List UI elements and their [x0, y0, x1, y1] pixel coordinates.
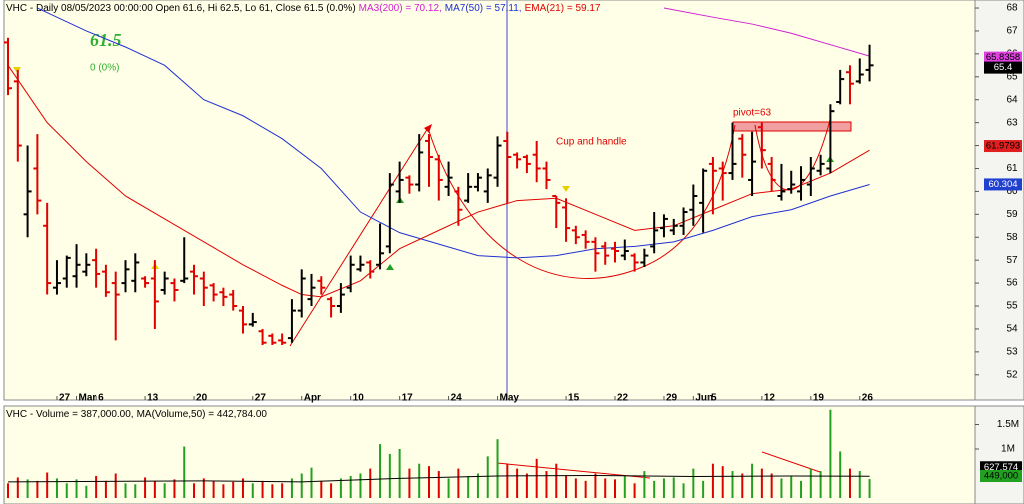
y-tick-label: 52 [1006, 369, 1018, 380]
price-marker-box [984, 178, 1022, 191]
volume-ma-line [8, 474, 870, 483]
volume-y-tick-label: 1.5M [997, 419, 1019, 430]
moving-average-line [7, 65, 870, 298]
volume-header-item: MA(Volume,50) = 442,784.00 [137, 409, 268, 420]
x-tick-label: 24 [451, 393, 463, 404]
volume-header: VHC - Volume = 387,000.00, MA(Volume,50) … [6, 409, 267, 420]
x-tick-label: 29 [666, 393, 678, 404]
y-tick-label: 59 [1006, 209, 1018, 220]
y-tick-label: 56 [1006, 278, 1018, 289]
big-price: 61.5 [90, 30, 122, 50]
y-tick-label: 55 [1006, 301, 1018, 312]
volume-header-item: VHC - Volume = 387,000.00, [6, 409, 134, 420]
volume-marker-label: 627,574 [984, 462, 1018, 473]
annotation: Cup and handle [556, 137, 627, 148]
x-tick-label: 27 [255, 393, 267, 404]
y-tick-label: 63 [1006, 117, 1018, 128]
change-label: 0 (0%) [90, 63, 119, 74]
annotation: pivot=63 [733, 108, 772, 119]
price-panel [3, 0, 976, 401]
volume-y-tick-label: 1M [1001, 444, 1015, 455]
volume-marker-box [980, 469, 1022, 482]
price-marker-label: 65.4 [994, 62, 1013, 73]
price-marker-label: 61.9793 [986, 141, 1020, 152]
volume-axis-strip [974, 405, 1024, 504]
price-marker-box [984, 61, 1022, 74]
x-tick-label: 19 [813, 393, 825, 404]
y-tick-label: 65 [1006, 71, 1018, 82]
y-tick-label: 64 [1006, 94, 1018, 105]
signal-arrow [386, 264, 394, 270]
header-item: MA7(50) = 57.11, [445, 3, 522, 14]
x-tick-label: 12 [764, 393, 776, 404]
y-tick-label: 60 [1006, 186, 1018, 197]
header-item: EMA(21) = 59.17 [525, 3, 601, 14]
x-tick-label: 27 [59, 393, 71, 404]
x-tick-label: 6 [98, 393, 104, 404]
x-tick-label: 10 [353, 393, 365, 404]
x-tick-label: May [500, 393, 520, 404]
y-tick-label: 54 [1006, 324, 1018, 335]
y-tick-label: 58 [1006, 232, 1018, 243]
signal-arrow [562, 186, 570, 192]
x-tick-label: 13 [147, 393, 159, 404]
x-tick-label: Mar [79, 393, 97, 404]
moving-average-line [663, 7, 870, 57]
y-tick-label: 68 [1006, 3, 1018, 14]
volume-marker-label: 449,000 [984, 471, 1018, 482]
price-marker-label: 65.8358 [986, 52, 1020, 63]
pivot-box [732, 121, 852, 132]
y-tick-label: 57 [1006, 255, 1018, 266]
annotation-arrow [424, 124, 432, 133]
header-item: MA3(200) = 70.12, [359, 3, 442, 14]
price-marker-box [984, 140, 1022, 153]
y-tick-label: 53 [1006, 347, 1018, 358]
volume-panel [3, 405, 976, 504]
x-tick-label: 5 [711, 393, 717, 404]
y-tick-label: 61 [1006, 163, 1018, 174]
x-tick-label: 22 [617, 393, 629, 404]
x-tick-label: 17 [402, 393, 414, 404]
price-marker-label: 60.304 [988, 179, 1017, 190]
header: VHC - Daily 08/05/2023 00:00:00 Open 61.… [6, 3, 601, 14]
header-item: VHC - Daily 08/05/2023 00:00:00 Open 61.… [6, 3, 356, 14]
x-tick-label: 20 [196, 393, 208, 404]
y-tick-label: 67 [1006, 26, 1018, 37]
x-tick-label: 26 [862, 393, 874, 404]
price-marker-box [984, 51, 1022, 64]
x-tick-label: Jun [695, 393, 713, 404]
x-tick-label: 15 [568, 393, 580, 404]
moving-average-line [37, 7, 870, 259]
x-tick-label: Apr [304, 393, 321, 404]
